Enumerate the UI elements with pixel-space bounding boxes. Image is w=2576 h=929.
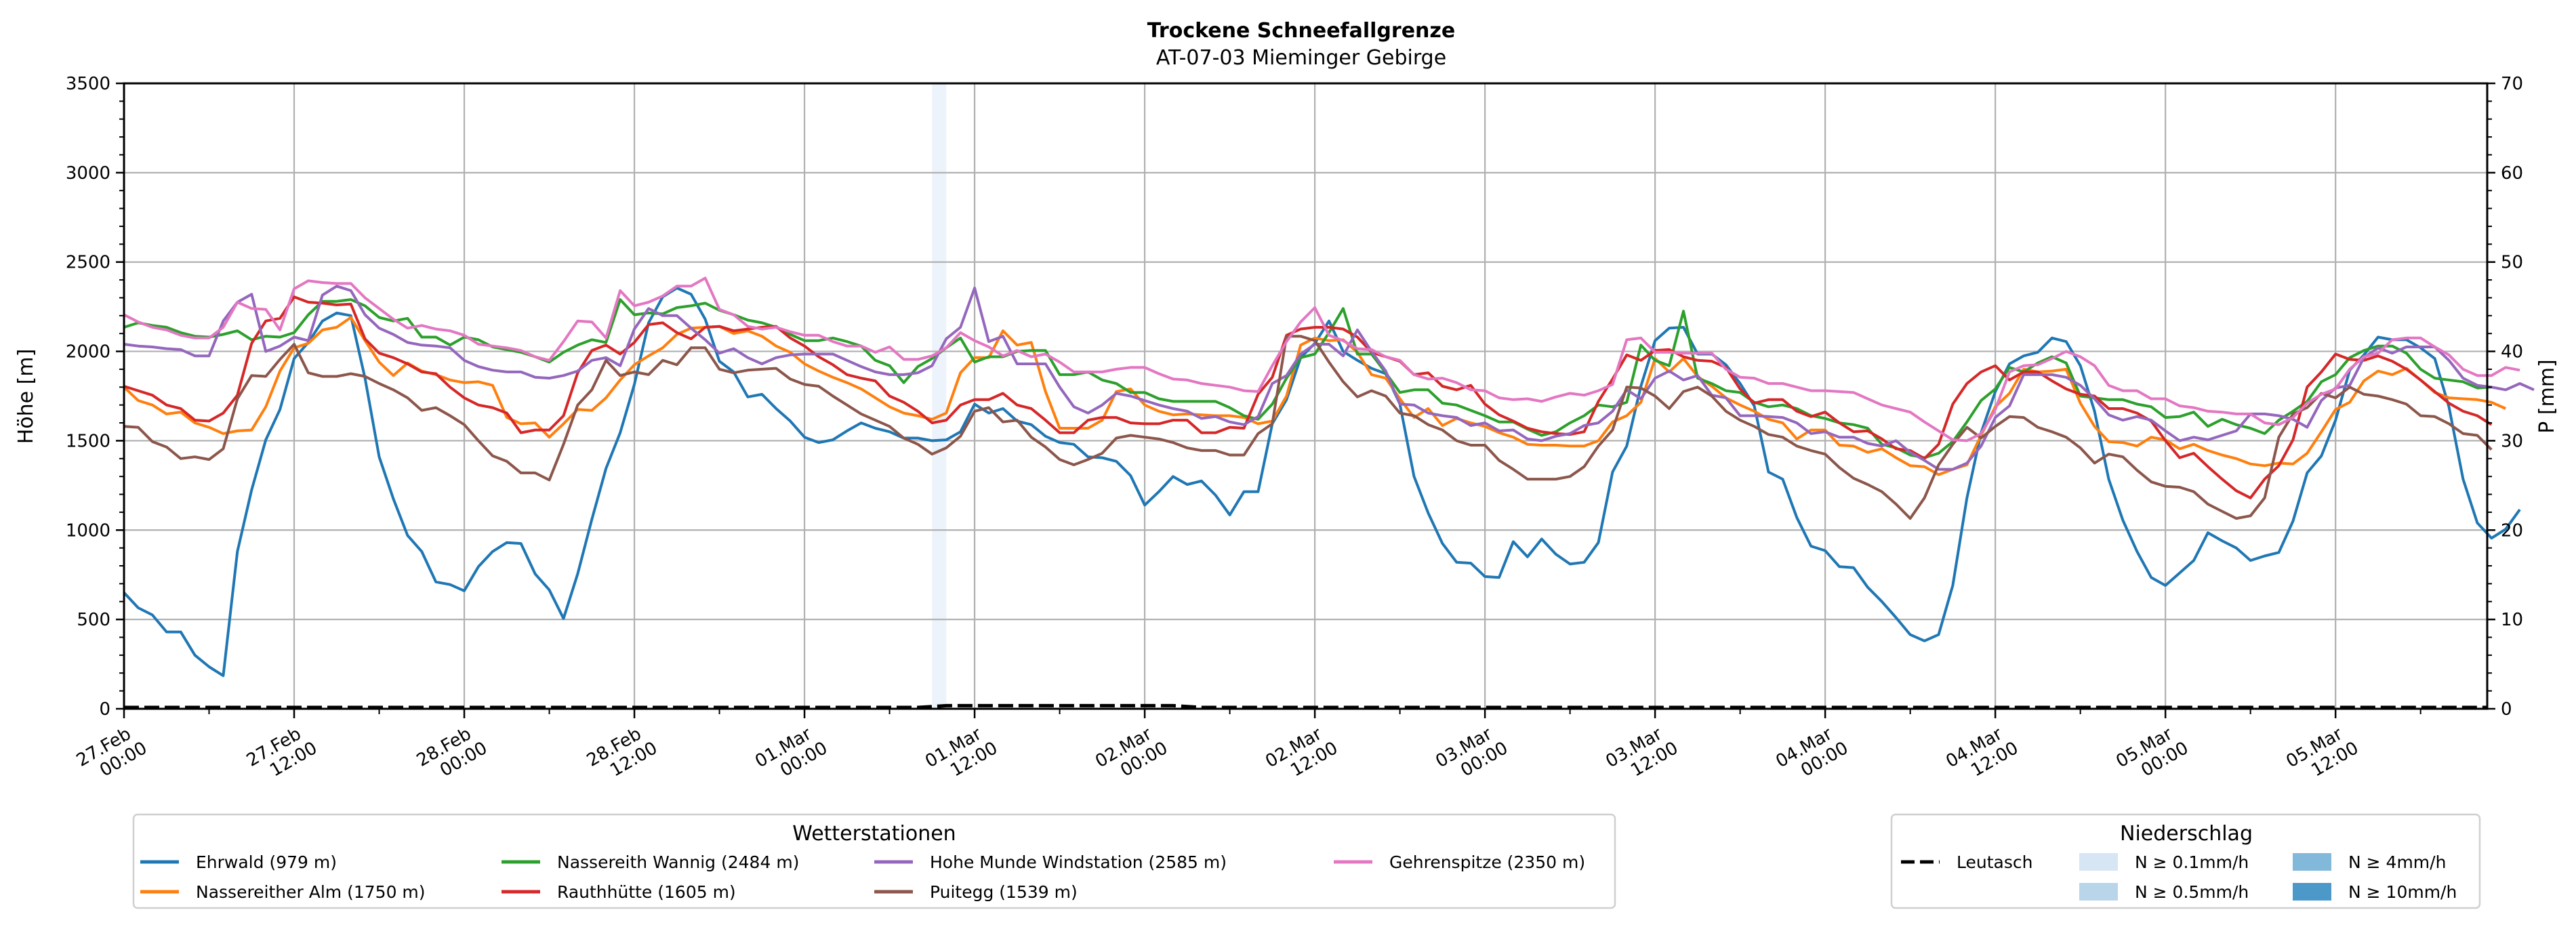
y-tick-label: 1000 bbox=[66, 520, 110, 541]
y-tick-label: 500 bbox=[77, 610, 110, 630]
y-right-tick-label: 40 bbox=[2501, 342, 2523, 363]
legend-precip-title: Niederschlag bbox=[2120, 822, 2253, 846]
y-tick-label: 2500 bbox=[66, 253, 110, 273]
legend-precip-label: N ≥ 0.5mm/h bbox=[2135, 882, 2249, 902]
legend-precip-swatch bbox=[2293, 883, 2331, 901]
legend-precip-swatch bbox=[2293, 853, 2331, 871]
chart-subtitle: AT-07-03 Mieminger Gebirge bbox=[1156, 46, 1446, 70]
legend-label: Gehrenspitze (2350 m) bbox=[1389, 852, 1585, 872]
grid-layer bbox=[124, 83, 2487, 709]
y-right-tick-label: 20 bbox=[2501, 520, 2523, 541]
chart-title: Trockene Schneefallgrenze bbox=[1147, 19, 1455, 43]
y-right-tick-label: 0 bbox=[2501, 699, 2512, 720]
y-right-tick-label: 60 bbox=[2501, 163, 2523, 184]
legend-label: Rauthhütte (1605 m) bbox=[557, 882, 736, 902]
legend-precip: Niederschlag Leutasch N ≥ 0.1mm/h N ≥ 0.5… bbox=[1890, 813, 2481, 909]
legend-precip-swatch bbox=[2079, 853, 2118, 871]
y-right-tick-label: 10 bbox=[2501, 610, 2523, 630]
precip-line-leutasch bbox=[124, 703, 2487, 709]
legend-precip-frame bbox=[1890, 813, 2481, 909]
precip-shading-layer bbox=[932, 83, 947, 709]
y-tick-label: 1500 bbox=[66, 431, 110, 451]
y-tick-label: 2000 bbox=[66, 342, 110, 363]
legend-precip-label: N ≥ 4mm/h bbox=[2348, 852, 2446, 872]
legend-precip-label: N ≥ 10mm/h bbox=[2348, 882, 2457, 902]
legend-label: Puitegg (1539 m) bbox=[930, 882, 1078, 902]
series-line-1 bbox=[123, 287, 2521, 678]
plot-frame bbox=[123, 82, 2489, 710]
legend-label: Hohe Munde Windstation (2585 m) bbox=[930, 852, 1227, 872]
series-line-3 bbox=[123, 298, 2492, 459]
legend-leutasch-label: Leutasch bbox=[1957, 852, 2032, 872]
legend-precip-swatch bbox=[2079, 883, 2118, 901]
legend-precip-label: N ≥ 0.1mm/h bbox=[2135, 852, 2249, 872]
legend-stations-title: Wetterstationen bbox=[792, 822, 956, 846]
series-line-6 bbox=[123, 335, 2493, 520]
y-axis-label: Höhe [m] bbox=[14, 349, 38, 445]
y-right-tick-label: 70 bbox=[2501, 74, 2523, 94]
series-line-7 bbox=[123, 276, 2520, 442]
y-tick-label: 3000 bbox=[66, 163, 110, 184]
y-right-tick-label: 50 bbox=[2501, 253, 2523, 273]
precip-shading-band bbox=[932, 83, 947, 709]
series-line-5 bbox=[123, 285, 2535, 471]
legend-stations: Wetterstationen Ehrwald (979 m) Nassereit… bbox=[132, 813, 1616, 909]
series-line-2 bbox=[123, 316, 2507, 476]
legend-label: Ehrwald (979 m) bbox=[196, 852, 337, 872]
y-tick-label: 0 bbox=[99, 699, 110, 720]
legend-label: Nassereith Wannig (2484 m) bbox=[557, 852, 799, 872]
y-right-tick-label: 30 bbox=[2501, 431, 2523, 451]
plot-area: 0 500 1000 1500 2000 2500 3000 3500 0 10 20 30 40 50 6… bbox=[66, 74, 2535, 781]
series-layer bbox=[123, 276, 2535, 709]
y-axis-right-label: P [mm] bbox=[2535, 359, 2559, 433]
axes-layer: 0 500 1000 1500 2000 2500 3000 3500 0 10 20 30 40 50 6… bbox=[66, 74, 2523, 781]
series-line-4 bbox=[123, 295, 2493, 499]
legend-label: Nassereither Alm (1750 m) bbox=[196, 882, 426, 902]
y-tick-label: 3500 bbox=[66, 74, 110, 94]
